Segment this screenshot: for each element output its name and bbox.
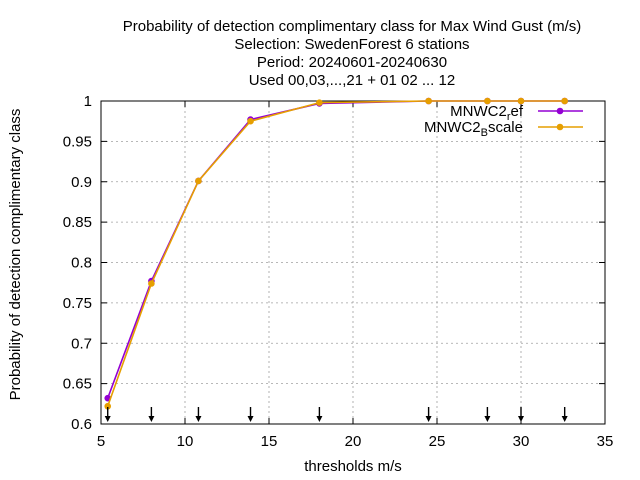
title-line: Period: 20240601-20240630 — [257, 54, 447, 71]
data-point — [195, 177, 202, 185]
x-tick-label: 30 — [513, 433, 530, 450]
y-tick-label: 1 — [84, 93, 92, 110]
series-line — [106, 100, 565, 399]
title-line: Probability of detection complimentary c… — [123, 18, 581, 35]
legend-marker — [556, 123, 564, 131]
x-axis-label: thresholds m/s — [304, 458, 402, 475]
x-tick-label: 15 — [261, 433, 278, 450]
data-point — [316, 99, 323, 106]
data-point — [561, 97, 568, 105]
data-point — [247, 117, 254, 125]
x-tick-label: 35 — [597, 433, 614, 450]
data-point — [148, 280, 155, 287]
threshold-arrow-head — [425, 416, 432, 422]
x-tick-label: 25 — [429, 433, 446, 450]
y-tick-label: 0.95 — [63, 133, 92, 150]
threshold-arrow-head — [316, 416, 323, 422]
title-line: Selection: SwedenForest 6 stations — [234, 36, 469, 53]
series — [104, 97, 568, 410]
threshold-arrow-head — [561, 416, 568, 422]
x-tick-label: 5 — [97, 433, 105, 450]
y-tick-label: 0.8 — [71, 255, 92, 272]
data-point — [425, 97, 432, 105]
x-tick-label: 20 — [345, 433, 362, 450]
data-point — [517, 97, 525, 105]
title-line: Used 00,03,...,21 + 01 02 ... 12 — [249, 72, 455, 89]
y-tick-label: 0.7 — [71, 335, 92, 352]
y-tick-label: 0.75 — [63, 295, 92, 312]
y-tick-label: 0.65 — [63, 376, 92, 393]
y-tick-label: 0.9 — [71, 174, 92, 191]
x-tick-label: 10 — [177, 433, 194, 450]
chart-title: Probability of detection complimentary c… — [123, 18, 581, 89]
series-line — [106, 100, 565, 407]
y-tick-label: 0.6 — [71, 416, 92, 433]
y-tick-label: 0.85 — [63, 214, 92, 231]
threshold-arrow-head — [104, 416, 111, 422]
grid — [101, 101, 605, 424]
legend-marker — [556, 107, 564, 115]
threshold-markers — [104, 407, 568, 422]
threshold-arrow-head — [148, 416, 155, 422]
data-point — [484, 97, 491, 105]
legend-label: MNWC2ref — [450, 103, 524, 123]
legend-label: MNWC2Bscale — [424, 119, 523, 139]
data-point — [104, 402, 112, 410]
y-axis-label: Probability of detection complimentary c… — [7, 109, 24, 401]
threshold-arrow-head — [247, 416, 254, 422]
axis-ticks: 5 10 15 20 25 30 35 0.6 0.65 0.7 0.75 0.8 0.85 0.9 0.9… — [63, 93, 614, 450]
threshold-arrow-head — [484, 416, 491, 422]
threshold-arrow-head — [518, 416, 524, 422]
threshold-arrow-head — [195, 416, 202, 422]
